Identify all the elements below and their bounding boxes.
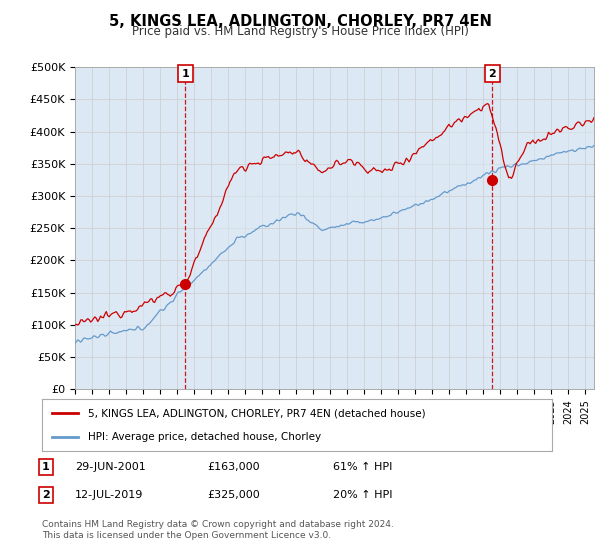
Text: 1: 1 — [182, 69, 190, 78]
Text: 5, KINGS LEA, ADLINGTON, CHORLEY, PR7 4EN: 5, KINGS LEA, ADLINGTON, CHORLEY, PR7 4E… — [109, 14, 491, 29]
Text: Contains HM Land Registry data © Crown copyright and database right 2024.
This d: Contains HM Land Registry data © Crown c… — [42, 520, 394, 540]
Text: £163,000: £163,000 — [207, 462, 260, 472]
Text: 61% ↑ HPI: 61% ↑ HPI — [333, 462, 392, 472]
Text: 2: 2 — [488, 69, 496, 78]
Text: 1: 1 — [42, 462, 50, 472]
Text: 2: 2 — [42, 490, 50, 500]
Text: 12-JUL-2019: 12-JUL-2019 — [75, 490, 143, 500]
Text: HPI: Average price, detached house, Chorley: HPI: Average price, detached house, Chor… — [88, 432, 321, 442]
Text: £325,000: £325,000 — [207, 490, 260, 500]
Text: 5, KINGS LEA, ADLINGTON, CHORLEY, PR7 4EN (detached house): 5, KINGS LEA, ADLINGTON, CHORLEY, PR7 4E… — [88, 408, 425, 418]
Text: 20% ↑ HPI: 20% ↑ HPI — [333, 490, 392, 500]
Text: 29-JUN-2001: 29-JUN-2001 — [75, 462, 146, 472]
Text: Price paid vs. HM Land Registry's House Price Index (HPI): Price paid vs. HM Land Registry's House … — [131, 25, 469, 38]
